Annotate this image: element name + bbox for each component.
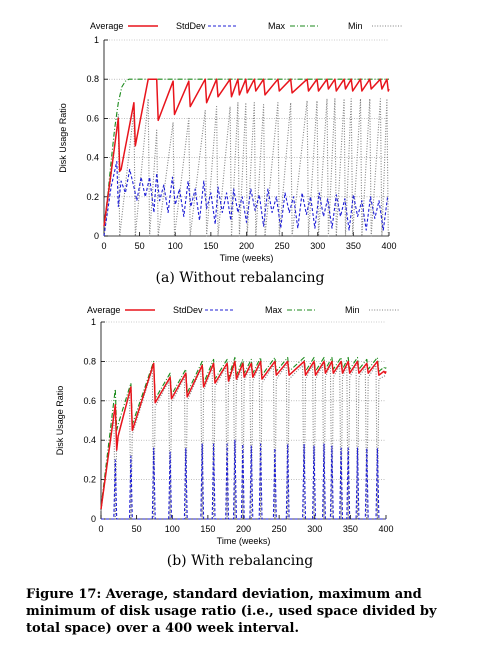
x-tick-label: 0 xyxy=(98,524,103,534)
x-tick-label: 100 xyxy=(165,524,180,534)
series-line-max xyxy=(103,78,389,227)
series-line-min xyxy=(100,364,387,520)
y-tick-label: 0.8 xyxy=(86,74,99,84)
series-line-average xyxy=(103,78,390,227)
legend-label-max: Max xyxy=(268,21,286,31)
x-tick-label: 400 xyxy=(378,524,393,534)
legend-label-average: Average xyxy=(90,21,123,31)
y-tick-label: 0.6 xyxy=(86,113,99,123)
y-tick-label: 0 xyxy=(94,231,99,241)
x-tick-label: 400 xyxy=(381,241,396,251)
y-tick-label: 1 xyxy=(94,35,99,45)
subcaption-a: (a) Without rebalancing xyxy=(155,270,325,286)
x-tick-label: 350 xyxy=(343,524,358,534)
legend-label-max: Max xyxy=(265,305,283,315)
series-line-stddev xyxy=(101,439,386,520)
y-tick-label: 0.4 xyxy=(86,153,99,163)
y-axis-label: Disk Usage Ratio xyxy=(58,103,68,173)
x-tick-label: 50 xyxy=(135,241,145,251)
y-tick-label: 0.8 xyxy=(83,356,96,366)
x-axis-label: Time (weeks) xyxy=(217,536,271,546)
figure-caption: Figure 17: Average, standard deviation, … xyxy=(26,587,437,636)
x-tick-label: 250 xyxy=(275,241,290,251)
x-tick-label: 150 xyxy=(200,524,215,534)
x-tick-label: 300 xyxy=(310,241,325,251)
x-axis-label: Time (weeks) xyxy=(220,253,274,263)
x-tick-label: 350 xyxy=(346,241,361,251)
legend-label-min: Min xyxy=(348,21,363,31)
y-tick-label: 0.2 xyxy=(86,192,99,202)
x-tick-label: 300 xyxy=(307,524,322,534)
legend-label-stddev: StdDev xyxy=(176,21,206,31)
legend: Average StdDev Max Min xyxy=(90,21,402,31)
y-tick-label: 0.6 xyxy=(83,396,96,406)
y-tick-label: 0.4 xyxy=(83,435,96,445)
series-line-min xyxy=(103,98,389,237)
y-tick-label: 0.2 xyxy=(83,475,96,485)
chart-panel-b: 0 0.2 0.4 0.6 0.8 1 0 50 100 150 200 250 300 350 400 Ti… xyxy=(55,305,399,546)
legend: Average StdDev Max Min xyxy=(87,305,399,315)
y-tick-label: 1 xyxy=(91,317,96,327)
x-tick-label: 150 xyxy=(203,241,218,251)
x-tick-label: 50 xyxy=(132,524,142,534)
series-line-average xyxy=(100,360,387,510)
x-tick-label: 200 xyxy=(236,524,251,534)
y-tick-label: 0 xyxy=(91,514,96,524)
legend-label-stddev: StdDev xyxy=(173,305,203,315)
x-tick-label: 100 xyxy=(168,241,183,251)
x-tick-label: 200 xyxy=(239,241,254,251)
series-line-stddev xyxy=(103,160,389,237)
y-axis-label: Disk Usage Ratio xyxy=(55,386,65,456)
chart-panel-a: 0 0.2 0.4 0.6 0.8 1 0 50 100 150 200 250 300 350 400 Ti… xyxy=(58,21,402,263)
legend-label-average: Average xyxy=(87,305,120,315)
x-tick-label: 0 xyxy=(101,241,106,251)
subcaption-b: (b) With rebalancing xyxy=(166,553,314,569)
series-line-max xyxy=(100,356,387,508)
x-tick-label: 250 xyxy=(272,524,287,534)
legend-label-min: Min xyxy=(345,305,360,315)
